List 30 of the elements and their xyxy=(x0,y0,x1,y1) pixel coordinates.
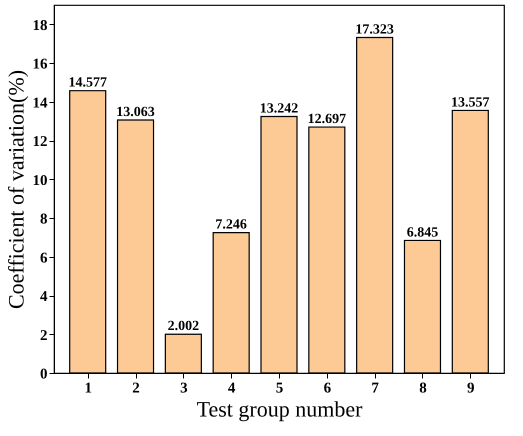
y-tick-label: 18 xyxy=(32,18,48,34)
y-tick-label: 0 xyxy=(40,366,48,382)
y-axis-title: Coefficient of variation(%) xyxy=(4,70,28,310)
x-tick-label: 4 xyxy=(228,380,236,396)
x-tick-label: 9 xyxy=(467,380,475,396)
y-tick-label: 14 xyxy=(32,95,48,112)
data-label: 13.063 xyxy=(116,104,155,120)
data-label: 7.246 xyxy=(215,218,247,233)
y-tick-label: 4 xyxy=(40,289,48,306)
data-label: 14.577 xyxy=(68,76,107,91)
x-tick-label: 6 xyxy=(324,380,332,396)
data-label: 12.697 xyxy=(308,112,346,128)
data-label: 13.557 xyxy=(451,95,490,110)
data-label: 6.845 xyxy=(406,225,438,240)
x-axis-title: Test group number xyxy=(196,396,364,422)
y-tick-label: 8 xyxy=(40,212,48,228)
x-tick-label: 7 xyxy=(371,380,380,396)
y-tick-label: 16 xyxy=(32,56,48,73)
y-tick-label: 6 xyxy=(40,250,48,266)
y-tick-label: 12 xyxy=(32,134,48,150)
x-tick-label: 5 xyxy=(276,380,284,396)
x-tick-label: 2 xyxy=(132,380,140,396)
x-tick-label: 3 xyxy=(180,380,188,396)
data-label: 13.242 xyxy=(260,102,298,117)
x-tick-label: 1 xyxy=(84,380,92,396)
x-tick-label: 8 xyxy=(419,380,427,396)
y-tick-label: 10 xyxy=(32,172,48,189)
data-label: 2.002 xyxy=(168,319,200,334)
y-tick-label: 2 xyxy=(40,328,48,344)
data-label: 17.323 xyxy=(355,22,394,38)
